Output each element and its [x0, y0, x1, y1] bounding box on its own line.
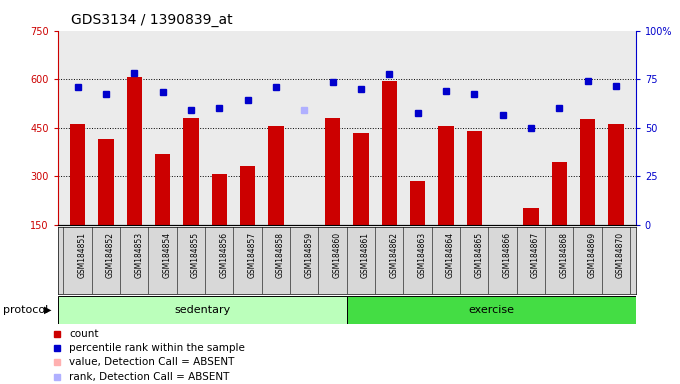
Bar — [438, 126, 454, 225]
Text: exercise: exercise — [469, 305, 514, 315]
Text: GSM184866: GSM184866 — [503, 232, 511, 278]
Text: percentile rank within the sample: percentile rank within the sample — [69, 343, 245, 353]
Text: GSM184868: GSM184868 — [560, 232, 568, 278]
Bar — [183, 118, 199, 225]
Text: ▶: ▶ — [44, 305, 51, 315]
Text: GSM184870: GSM184870 — [616, 232, 625, 278]
Text: GSM184861: GSM184861 — [361, 232, 370, 278]
Bar — [353, 132, 369, 225]
Bar — [211, 174, 227, 225]
Text: protocol: protocol — [3, 305, 49, 315]
Bar — [410, 181, 426, 225]
Bar — [155, 154, 171, 225]
Text: GSM184869: GSM184869 — [588, 232, 596, 278]
Bar — [268, 126, 284, 225]
Bar — [466, 131, 482, 225]
Text: GSM184855: GSM184855 — [191, 232, 200, 278]
Text: GSM184865: GSM184865 — [475, 232, 483, 278]
Text: GSM184864: GSM184864 — [446, 232, 455, 278]
Text: GSM184857: GSM184857 — [248, 232, 256, 278]
Bar — [347, 296, 636, 324]
Bar — [70, 124, 86, 225]
Text: GSM184860: GSM184860 — [333, 232, 341, 278]
Text: GSM184859: GSM184859 — [305, 232, 313, 278]
Text: rank, Detection Call = ABSENT: rank, Detection Call = ABSENT — [69, 372, 229, 382]
Text: GSM184867: GSM184867 — [531, 232, 540, 278]
Text: GSM184858: GSM184858 — [276, 232, 285, 278]
Text: GDS3134 / 1390839_at: GDS3134 / 1390839_at — [71, 13, 233, 27]
Bar — [608, 124, 624, 225]
Bar — [325, 118, 341, 225]
Bar — [523, 209, 539, 225]
Bar — [580, 119, 596, 225]
Text: value, Detection Call = ABSENT: value, Detection Call = ABSENT — [69, 358, 235, 367]
Bar — [98, 139, 114, 225]
Text: sedentary: sedentary — [174, 305, 231, 315]
Text: GSM184863: GSM184863 — [418, 232, 426, 278]
Bar — [126, 77, 142, 225]
Bar — [58, 296, 347, 324]
Bar — [381, 81, 397, 225]
Bar — [551, 162, 567, 225]
Text: GSM184862: GSM184862 — [390, 232, 398, 278]
Text: GSM184854: GSM184854 — [163, 232, 171, 278]
Bar — [240, 167, 256, 225]
Text: GSM184853: GSM184853 — [135, 232, 143, 278]
Text: GSM184856: GSM184856 — [220, 232, 228, 278]
Text: GSM184852: GSM184852 — [106, 232, 115, 278]
Text: count: count — [69, 329, 99, 339]
Text: GSM184851: GSM184851 — [78, 232, 86, 278]
